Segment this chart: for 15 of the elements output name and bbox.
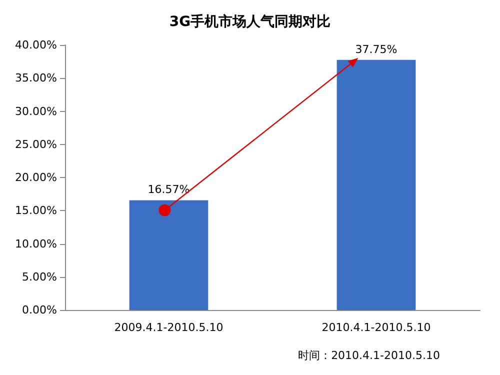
data-label: 16.57% (148, 183, 190, 196)
y-tick-label: 10.00% (15, 237, 57, 250)
y-tick-label: 5.00% (22, 270, 57, 284)
y-tick-label: 35.00% (15, 72, 57, 85)
x-tick-label: 2010.4.1-2010.5.10 (322, 321, 431, 334)
y-tick-label: 20.00% (15, 171, 57, 184)
text: 时间：2010.4.1-2010.5.10 (298, 349, 440, 362)
y-tick-label: 30.00% (15, 104, 57, 118)
chart-title: 3G手机市场人气同期对比 (169, 13, 331, 30)
y-tick-label: 0.00% (22, 304, 57, 316)
data-label: 37.75% (355, 42, 398, 56)
y-tick-label: 15.00% (15, 204, 57, 218)
y-tick-label: 40.00% (15, 38, 57, 52)
y-tick-label: 25.00% (15, 138, 57, 151)
x-tick-label: 2009.4.1-2010.5.10 (114, 321, 224, 334)
